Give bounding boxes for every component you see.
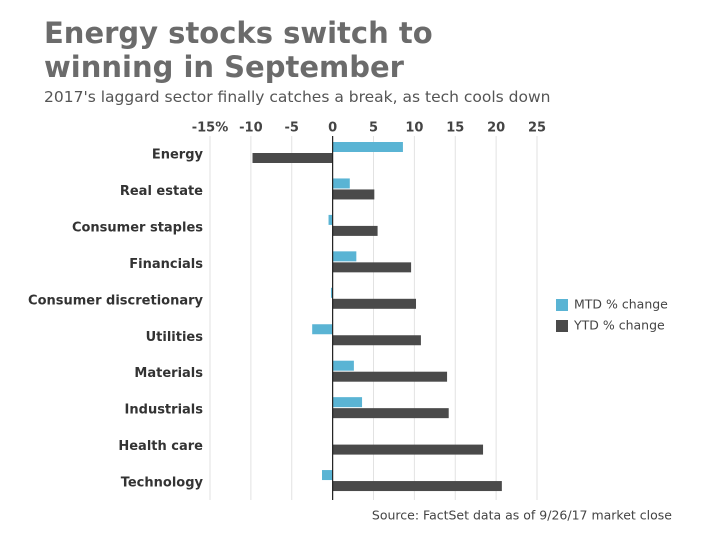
chart-title: Energy stocks switch to winning in Septe… (44, 16, 433, 84)
x-tick-label: 15 (446, 121, 464, 136)
x-tick-label: -10 (239, 121, 263, 136)
x-tick-label: 20 (487, 121, 505, 136)
bar (332, 251, 357, 262)
bar (332, 298, 417, 309)
x-tick-label: 10 (405, 121, 423, 136)
bar (332, 189, 375, 200)
bar (332, 225, 378, 236)
bar (332, 178, 350, 189)
bar (332, 142, 403, 152)
bar (332, 262, 412, 273)
category-label: Financials (129, 257, 203, 272)
legend-swatch (556, 320, 568, 332)
x-tick-label: 5 (369, 121, 378, 136)
bar (332, 397, 363, 408)
category-label: Energy (152, 148, 204, 163)
bar (332, 444, 484, 455)
source: Source: FactSet data as of 9/26/17 marke… (372, 508, 672, 523)
category-label: Materials (134, 366, 203, 381)
category-label: Consumer discretionary (28, 293, 203, 308)
category-label: Consumer staples (72, 220, 203, 235)
legend-label: MTD % change (574, 297, 668, 312)
bar (332, 408, 449, 419)
bar (312, 324, 333, 335)
category-label: Utilities (146, 330, 204, 345)
chart-subtitle: 2017's laggard sector finally catches a … (44, 88, 551, 106)
x-tick-label: 25 (528, 121, 546, 136)
x-tick-label: -15% (192, 121, 229, 136)
legend-swatch (556, 299, 568, 311)
bar (321, 470, 333, 481)
bar (332, 481, 502, 492)
bar (330, 287, 333, 298)
category-label: Technology (121, 476, 204, 491)
bar (332, 360, 354, 371)
bar (332, 371, 448, 382)
bar (332, 335, 421, 346)
category-label: Health care (118, 439, 203, 454)
x-tick-label: -5 (285, 121, 299, 136)
bar (328, 214, 333, 225)
category-label: Industrials (125, 403, 204, 418)
bar (252, 153, 333, 163)
legend-label: YTD % change (573, 318, 665, 333)
x-tick-label: 0 (328, 121, 337, 136)
category-label: Real estate (120, 184, 203, 199)
